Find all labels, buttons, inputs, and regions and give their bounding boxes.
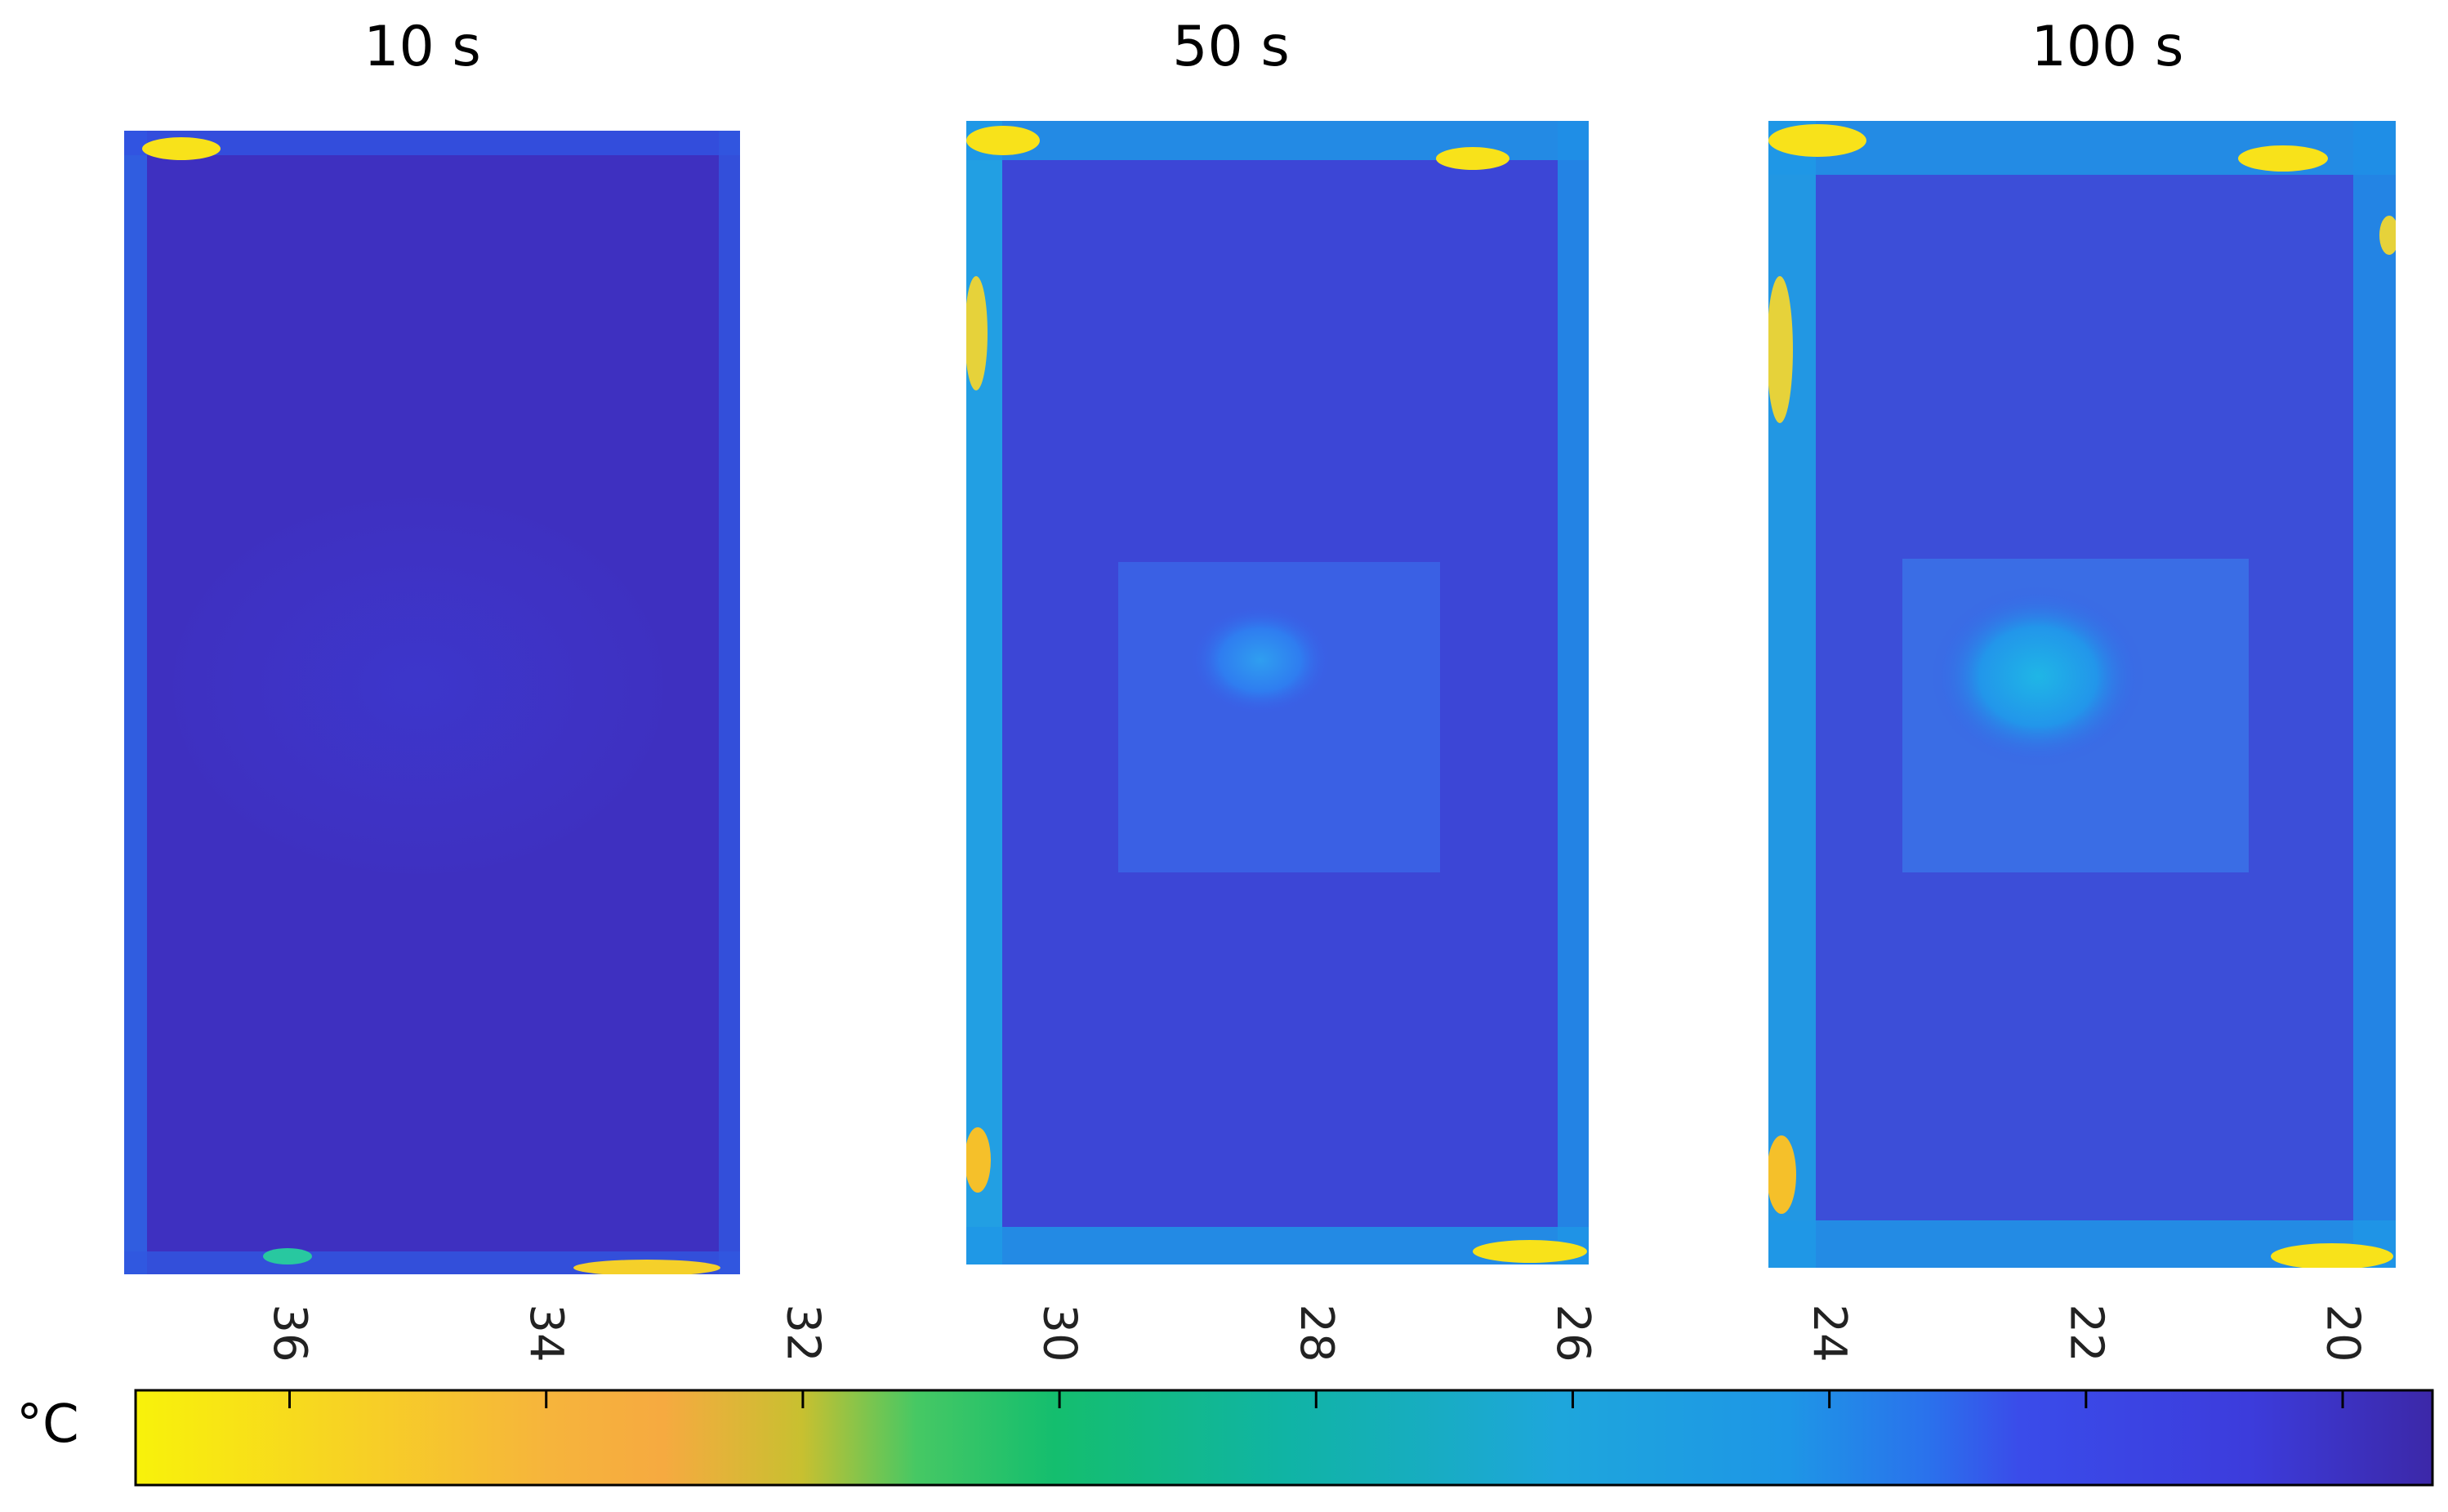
heatmap-hotspot-bottom-left [966,1127,991,1193]
heatmap-edge-right [719,131,740,1274]
colorbar-gradient [134,1389,2434,1487]
heatmap-hotspot-bottom-left [263,1248,312,1264]
heatmap-hotspot-top-right [1436,147,1509,170]
heatmap-hotspot-bottom-right [2271,1243,2393,1268]
heatmap-edge-right [2353,121,2396,1268]
heatmap-center [1932,587,2144,766]
heatmap-hotspot-left [966,276,988,390]
heatmap-hotspot-left [1768,276,1793,423]
colorbar-tick-label: 24 [1803,1304,1856,1362]
panel-title-50s: 50 s [1172,15,1290,79]
colorbar-tick-label: 32 [776,1304,829,1362]
heatmap-hotspot-bottom-left [1768,1135,1796,1214]
heatmap-hotspot-right [2379,216,2396,255]
heatmap-hotspot-bottom-right [1473,1240,1587,1263]
colorbar-unit: °C [16,1394,79,1455]
colorbar-tick-label: 22 [2059,1304,2112,1362]
heatmap-hotspot-top-left [966,126,1040,155]
heatmap-edge-top [124,131,740,155]
heatmap-edge-left [124,131,147,1274]
colorbar: °C 36 34 32 30 28 26 24 22 20 [16,1304,2434,1487]
heatmap-center [1187,603,1334,717]
heatmap-edge-right [1558,121,1589,1264]
colorbar-tick-label: 30 [1033,1304,1086,1362]
heatmap-panel-10s [124,131,740,1274]
colorbar-tick-label: 20 [2316,1304,2370,1362]
colorbar-tick-label: 26 [1546,1304,1599,1362]
heatmap-hotspot-top-left [142,137,221,160]
heatmap-panel-100s [1768,121,2396,1268]
heatmap-hotspot-bottom-right [573,1260,720,1274]
heatmap-center [173,498,663,874]
colorbar-ticks: 36 34 32 30 28 26 24 22 20 [263,1304,2370,1408]
heatmap-hotspot-top-left [1768,124,1866,157]
heatmap-hotspot-top-right [2238,145,2328,172]
colorbar-tick-label: 36 [263,1304,316,1362]
heatmap-panel-50s [966,121,1589,1264]
panel-title-100s: 100 s [2031,15,2184,79]
colorbar-tick-label: 28 [1290,1304,1343,1362]
panel-title-10s: 10 s [363,15,481,79]
colorbar-tick-label: 34 [519,1304,573,1362]
